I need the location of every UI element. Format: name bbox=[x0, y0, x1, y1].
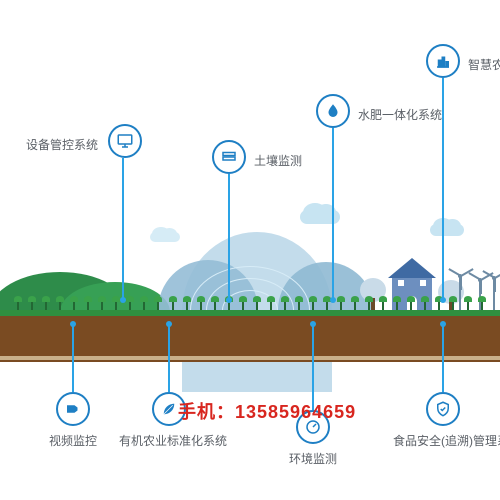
node-label: 智慧农业大数据中心 bbox=[468, 56, 500, 73]
watermark-text: 手机：13585964659 bbox=[178, 398, 356, 424]
monitor-icon bbox=[108, 124, 142, 158]
diagram-stage: 设备管控系统土壤监测 水肥一体化系统 智慧农业大数据中心视频监控有机农业标准化系统环… bbox=[0, 0, 500, 500]
node-bigdata: 智慧农业大数据中心 bbox=[426, 44, 500, 78]
node-label: 视频监控 bbox=[23, 432, 123, 449]
node-soil-monitor: 土壤监测 bbox=[212, 140, 302, 174]
node-water-fert: 水肥一体化系统 bbox=[316, 94, 442, 128]
node-label: 设备管控系统 bbox=[26, 136, 98, 153]
node-label: 水肥一体化系统 bbox=[358, 106, 442, 123]
node-video: 视频监控 bbox=[23, 392, 123, 449]
node-label: 有机农业标准化系统 bbox=[119, 432, 219, 449]
node-food-safety: 食品安全(追溯)管理系统 bbox=[393, 392, 493, 449]
camera-icon bbox=[56, 392, 90, 426]
node-label: 食品安全(追溯)管理系统 bbox=[393, 432, 493, 449]
shield-icon bbox=[426, 392, 460, 426]
node-label: 环境监测 bbox=[263, 450, 363, 467]
water-icon bbox=[316, 94, 350, 128]
chart-icon bbox=[426, 44, 460, 78]
node-label: 土壤监测 bbox=[254, 152, 302, 169]
layers-icon bbox=[212, 140, 246, 174]
node-device-mgmt: 设备管控系统 bbox=[26, 124, 146, 158]
